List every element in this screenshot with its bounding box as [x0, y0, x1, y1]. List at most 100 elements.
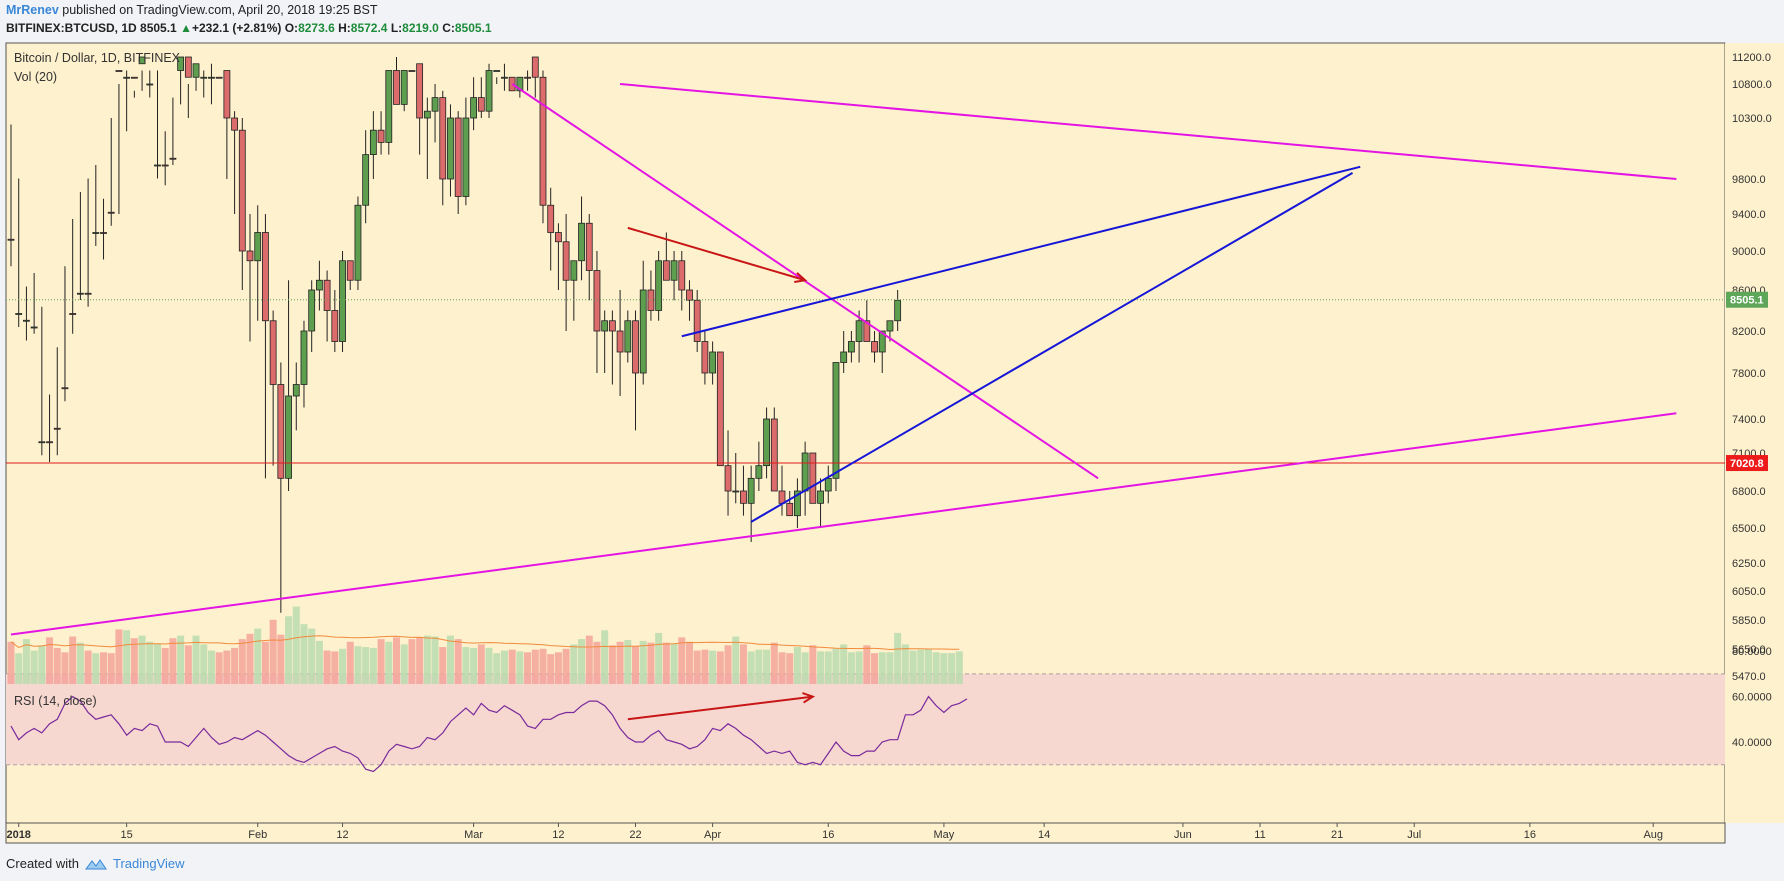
tradingview-brand[interactable]: TradingView: [112, 856, 185, 871]
candle[interactable]: [223, 70, 231, 180]
red-price-arrow-line[interactable]: [627, 226, 806, 282]
candle[interactable]: [724, 430, 732, 516]
candle[interactable]: [477, 77, 485, 118]
candle[interactable]: [670, 251, 678, 301]
candle[interactable]: [755, 441, 763, 491]
candle[interactable]: [470, 77, 478, 131]
candle[interactable]: [601, 310, 609, 374]
candle[interactable]: [747, 465, 755, 542]
candle[interactable]: [400, 70, 408, 112]
candle[interactable]: [485, 63, 493, 118]
candle[interactable]: [61, 266, 69, 402]
candle[interactable]: [871, 331, 878, 363]
candle[interactable]: [732, 453, 740, 504]
candle[interactable]: [832, 362, 840, 492]
candle[interactable]: [539, 70, 547, 224]
candle[interactable]: [331, 290, 339, 352]
candle[interactable]: [655, 251, 663, 321]
candle[interactable]: [423, 97, 431, 179]
candle[interactable]: [76, 192, 84, 300]
candle[interactable]: [493, 70, 501, 85]
candle[interactable]: [562, 214, 570, 331]
price-axis[interactable]: [1725, 43, 1784, 823]
candle[interactable]: [354, 196, 362, 291]
candle[interactable]: [308, 280, 316, 352]
candle[interactable]: [285, 280, 292, 491]
price-chart[interactable]: 11200.0 10800.0 10300.0 9800.0 9400.0 9000.0 8…: [0, 0, 1784, 845]
candle[interactable]: [161, 131, 169, 186]
blue-upper-line[interactable]: [681, 165, 1361, 338]
candle[interactable]: [716, 351, 724, 467]
candle[interactable]: [709, 341, 717, 385]
candle[interactable]: [15, 178, 23, 328]
blue-lower-line[interactable]: [750, 172, 1354, 523]
candle[interactable]: [840, 331, 848, 373]
candle[interactable]: [169, 97, 177, 165]
candle[interactable]: [531, 56, 539, 98]
candle[interactable]: [123, 70, 131, 132]
candle[interactable]: [154, 70, 161, 179]
candle[interactable]: [92, 165, 100, 246]
candle[interactable]: [824, 465, 832, 504]
candle[interactable]: [46, 394, 53, 463]
interval-label[interactable]: 1D: [121, 21, 137, 35]
candle[interactable]: [130, 76, 138, 98]
candle[interactable]: [138, 56, 146, 91]
candle[interactable]: [454, 111, 462, 214]
candle[interactable]: [547, 187, 555, 271]
candle[interactable]: [339, 251, 346, 352]
candle[interactable]: [254, 205, 262, 321]
candle[interactable]: [292, 362, 300, 431]
candle[interactable]: [693, 290, 701, 352]
candle[interactable]: [585, 214, 593, 301]
candle[interactable]: [855, 310, 863, 363]
candle[interactable]: [200, 70, 208, 98]
candle[interactable]: [115, 70, 123, 215]
candle[interactable]: [277, 362, 285, 613]
candle[interactable]: [686, 280, 693, 321]
candle[interactable]: [516, 76, 524, 98]
candle[interactable]: [369, 111, 377, 179]
candle[interactable]: [100, 198, 107, 260]
candle[interactable]: [817, 478, 824, 528]
candle[interactable]: [593, 251, 601, 373]
candle[interactable]: [786, 491, 794, 517]
candle[interactable]: [570, 260, 578, 321]
candle[interactable]: [847, 331, 855, 363]
candle[interactable]: [53, 347, 61, 456]
candle[interactable]: [740, 465, 747, 516]
candle[interactable]: [524, 70, 531, 91]
candle[interactable]: [632, 310, 639, 431]
red-rsi-arrow-line[interactable]: [627, 695, 813, 721]
symbol-label[interactable]: BITFINEX:BTCUSD,: [6, 21, 118, 35]
candle[interactable]: [647, 270, 655, 321]
candle[interactable]: [894, 290, 902, 331]
candle[interactable]: [269, 310, 277, 466]
candle[interactable]: [794, 478, 801, 528]
candle[interactable]: [608, 310, 616, 385]
candle[interactable]: [231, 111, 238, 214]
magenta-upper-line[interactable]: [620, 83, 1677, 180]
candle[interactable]: [184, 56, 192, 118]
candle[interactable]: [439, 90, 447, 206]
candle[interactable]: [639, 260, 647, 385]
candle[interactable]: [262, 214, 269, 479]
candle[interactable]: [146, 70, 154, 98]
candle[interactable]: [192, 63, 200, 91]
candle[interactable]: [177, 56, 185, 105]
candle[interactable]: [624, 310, 632, 363]
candle[interactable]: [809, 452, 817, 504]
time-axis[interactable]: [5, 822, 1726, 844]
candle[interactable]: [701, 331, 709, 385]
candle[interactable]: [315, 260, 323, 311]
candle[interactable]: [763, 407, 770, 479]
candle[interactable]: [30, 273, 38, 334]
author-link[interactable]: MrRenev: [6, 3, 59, 17]
candle[interactable]: [878, 330, 886, 373]
candle[interactable]: [69, 219, 77, 334]
candle[interactable]: [770, 407, 778, 492]
candle[interactable]: [501, 63, 508, 91]
candle[interactable]: [416, 63, 424, 155]
candle[interactable]: [462, 97, 470, 206]
candle[interactable]: [408, 70, 416, 85]
